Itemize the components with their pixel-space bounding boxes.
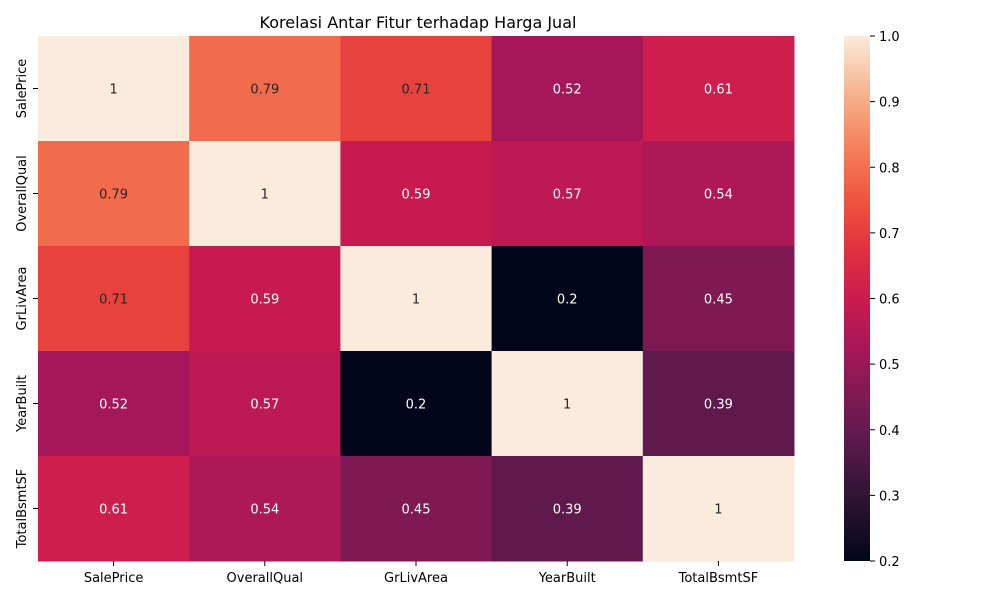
heatmap-cell [189, 141, 341, 247]
heatmap-cells: 1 0.79 0.71 0.52 0.61 0.79 1 0.59 0.57 0.54 0.71 0.… [38, 36, 795, 562]
heatmap-cell [38, 141, 190, 247]
heatmap-cell [38, 351, 190, 457]
heatmap-cell [340, 246, 493, 352]
cell-value-label: 0.52 [99, 398, 128, 413]
chart-title: Korelasi Antar Fitur terhadap Harga Jual [260, 13, 577, 32]
heatmap-cell [340, 141, 493, 247]
colorbar-tick-label: 0.7 [879, 227, 900, 242]
colorbar-gradient [844, 36, 870, 561]
cell-value-label: 0.39 [553, 503, 582, 518]
cell-value-label: 0.57 [250, 398, 279, 413]
heatmap-cell [491, 36, 644, 142]
x-tick-label: YearBuilt [538, 571, 596, 586]
heatmap-cell [38, 246, 190, 352]
cell-value-label: 1 [109, 83, 117, 98]
colorbar-tick-label: 0.9 [879, 96, 900, 111]
colorbar: 0.2 0.3 0.4 0.5 0.6 0.7 0.8 0.9 1.0 [844, 30, 900, 570]
y-tick-label: GrLivArea [15, 267, 30, 331]
heatmap-cell [340, 351, 493, 457]
cell-value-label: 0.39 [704, 398, 733, 413]
cell-value-label: 0.59 [250, 293, 279, 308]
colorbar-tick-label: 0.2 [879, 555, 900, 570]
heatmap-cell [189, 351, 341, 457]
heatmap-cell [642, 246, 795, 352]
cell-value-label: 0.54 [250, 503, 279, 518]
x-axis: SalePrice OverallQual GrLivArea YearBuilt To… [84, 561, 758, 586]
colorbar-tick-label: 0.6 [879, 293, 900, 308]
cell-value-label: 0.57 [553, 188, 582, 203]
cell-value-label: 0.71 [99, 293, 128, 308]
heatmap-cell [491, 351, 644, 457]
colorbar-tick-label: 0.3 [879, 489, 900, 504]
cell-value-label: 0.54 [704, 188, 733, 203]
colorbar-tick-label: 0.5 [879, 358, 900, 373]
y-tick-label: SalePrice [15, 59, 30, 119]
y-tick-label: OverallQual [15, 155, 30, 232]
cell-value-label: 1 [714, 503, 722, 518]
y-tick-label: TotalBsmtSF [15, 469, 30, 550]
heatmap-cell [642, 456, 795, 562]
cell-value-label: 1 [412, 293, 420, 308]
x-tick-label: SalePrice [84, 571, 144, 586]
heatmap-cell [340, 456, 493, 562]
cell-value-label: 0.52 [553, 83, 582, 98]
y-tick-label: YearBuilt [15, 375, 30, 433]
heatmap-cell [38, 456, 190, 562]
heatmap-cell [189, 246, 341, 352]
cell-value-label: 0.79 [99, 188, 128, 203]
heatmap-cell [189, 36, 341, 142]
cell-value-label: 1 [261, 188, 269, 203]
cell-value-label: 0.59 [402, 188, 431, 203]
colorbar-tick-label: 0.8 [879, 161, 900, 176]
heatmap-cell [340, 36, 493, 142]
heatmap-cell [491, 141, 644, 247]
cell-value-label: 0.45 [704, 293, 733, 308]
y-axis: SalePrice OverallQual GrLivArea YearBuilt To… [15, 59, 38, 550]
heatmap-cell [642, 141, 795, 247]
x-tick-label: GrLivArea [384, 571, 448, 586]
x-tick-label: OverallQual [227, 571, 304, 586]
cell-value-label: 0.61 [99, 503, 128, 518]
heatmap-cell [491, 456, 644, 562]
heatmap-cell [642, 36, 795, 142]
cell-value-label: 0.2 [406, 398, 427, 413]
x-tick-label: TotalBsmtSF [678, 571, 759, 586]
cell-value-label: 0.79 [250, 83, 279, 98]
colorbar-tick-label: 1.0 [879, 30, 900, 45]
cell-value-label: 0.45 [402, 503, 431, 518]
heatmap-cell [491, 246, 644, 352]
cell-value-label: 1 [563, 398, 571, 413]
heatmap-cell [189, 456, 341, 562]
cell-value-label: 0.61 [704, 83, 733, 98]
cell-value-label: 0.71 [402, 83, 431, 98]
heatmap-cell [38, 36, 190, 142]
colorbar-tick-label: 0.4 [879, 424, 900, 439]
cell-value-label: 0.2 [557, 293, 578, 308]
heatmap-cell [642, 351, 795, 457]
